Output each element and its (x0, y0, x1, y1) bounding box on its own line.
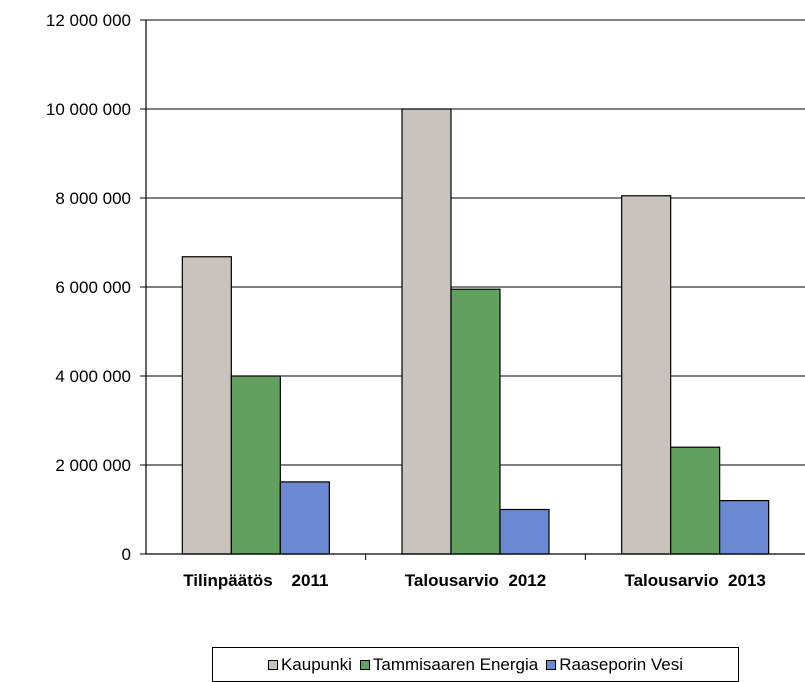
bar-raaseporin-vesi-2 (719, 500, 770, 555)
legend: Kaupunki Tammisaaren Energia Raaseporin … (212, 647, 739, 682)
y-tick-label: 10 000 000 (46, 100, 131, 119)
y-tick-label: 0 (122, 545, 131, 564)
bar-raaseporin-vesi-0 (279, 481, 330, 555)
legend-item-tammisaaren-energia: Tammisaaren Energia (359, 654, 539, 675)
legend-label-kaupunki: Kaupunki (280, 654, 352, 674)
bar-tammisaaren-energia-0 (230, 375, 281, 555)
y-tick-label: 8 000 000 (55, 189, 131, 208)
x-category-label: Talousarvio 2012 (405, 571, 546, 590)
y-tick-label: 6 000 000 (55, 278, 131, 297)
bar-kaupunki-0 (181, 256, 232, 555)
legend-swatch-raaseporin-vesi (546, 659, 557, 670)
legend-swatch-tammisaaren-energia (359, 659, 370, 670)
bars-group (181, 108, 770, 555)
legend-item-kaupunki: Kaupunki (267, 654, 352, 675)
bar-tammisaaren-energia-2 (670, 446, 721, 555)
bar-tammisaaren-energia-1 (450, 288, 501, 555)
x-category-label: Talousarvio 2013 (624, 571, 765, 590)
y-tick-label: 2 000 000 (55, 456, 131, 475)
y-tick-labels: 0 2 000 000 4 000 000 6 000 000 8 000 000 10 … (46, 11, 131, 564)
bar-raaseporin-vesi-1 (499, 508, 550, 555)
legend-label-raaseporin-vesi: Raaseporin Vesi (559, 654, 684, 674)
y-tick-label: 4 000 000 (55, 367, 131, 386)
bar-kaupunki-1 (401, 108, 452, 555)
legend-item-raaseporin-vesi: Raaseporin Vesi (546, 655, 683, 675)
bar-kaupunki-2 (621, 195, 672, 555)
legend-label-tammisaaren-energia: Tammisaaren Energia (372, 654, 539, 674)
x-category-labels: Tilinpäätös 2011 Talousarvio 2012 Talousar… (183, 571, 766, 590)
y-tick-label: 12 000 000 (46, 11, 131, 30)
axes-group (140, 19, 805, 560)
legend-swatch-kaupunki (267, 659, 278, 670)
x-category-label: Tilinpäätös 2011 (183, 571, 328, 590)
